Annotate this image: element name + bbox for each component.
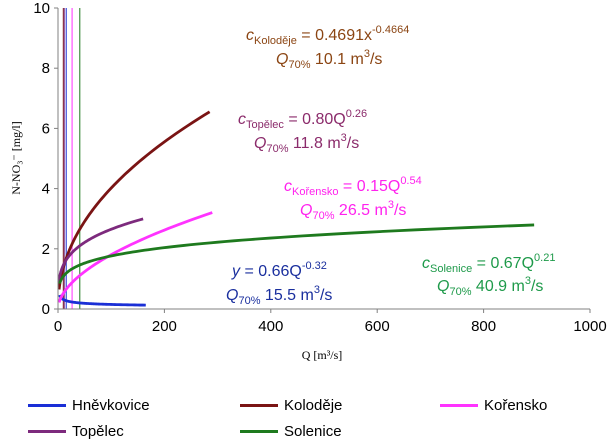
axes [57, 8, 590, 310]
annotation-solenice-equation: cSolenice = 0.67Q0.21 [422, 252, 555, 275]
legend-item-2: Kořensko [440, 395, 547, 415]
y-tick-label-3: 6 [42, 120, 50, 137]
tick-labels: 0 200 400 600 800 1000 0 2 4 6 8 10 [33, 0, 606, 335]
x-tick-label-4: 800 [471, 318, 496, 335]
legend-item-0: Hněvkovice [28, 395, 150, 415]
y-tick-label-0: 0 [42, 301, 50, 318]
legend-swatch-0 [28, 403, 66, 407]
legend-label-0: Hněvkovice [72, 396, 150, 414]
y-axis-title: N-NO₃⁻ [mg/l] [9, 121, 23, 195]
x-tick-label-0: 0 [54, 318, 62, 335]
annotation-kolodeje-q70: Q70% 10.1 m3/s [276, 48, 382, 71]
annotation-hnevkovice-equation: y = 0.66Q-0.32 [231, 260, 327, 280]
x-axis-title: Q [m³/s] [302, 348, 343, 362]
legend: Hněvkovice Koloděje Kořensko Topělec Solenic… [0, 388, 613, 442]
legend-swatch-4 [240, 429, 278, 433]
legend-label-4: Solenice [284, 422, 342, 440]
series-line-3 [57, 217, 144, 283]
series-curves [57, 110, 535, 307]
y-tick-label-5: 10 [33, 0, 50, 17]
nitrate-discharge-chart: 0 200 400 600 800 1000 0 2 4 6 8 10 cKoloděje = 0.4… [9, 0, 607, 362]
annotation-topelec-q70: Q70% 11.8 m3/s [254, 132, 359, 155]
legend-item-3: Topělec [28, 421, 124, 441]
legend-item-4: Solenice [240, 421, 342, 441]
annotation-kolodeje-equation: cKoloděje = 0.4691x-0.4664 [246, 24, 409, 47]
x-tick-label-3: 600 [365, 318, 390, 335]
annotation-topelec-equation: cTopělec = 0.80Q0.26 [238, 108, 367, 131]
x-tick-label-5: 1000 [573, 318, 606, 335]
y-tick-label-2: 4 [42, 181, 50, 198]
legend-swatch-3 [28, 429, 66, 433]
y-tick-label-1: 2 [42, 241, 50, 258]
y-tick-label-4: 8 [42, 60, 50, 77]
x-tick-label-1: 200 [152, 318, 177, 335]
annotation-korensko-equation: cKořensko = 0.15Q0.54 [284, 175, 422, 198]
series-line-4 [58, 223, 535, 284]
legend-label-2: Kořensko [484, 396, 548, 414]
legend-label-1: Koloděje [284, 396, 343, 414]
series-line-2 [57, 211, 213, 303]
legend-label-3: Topělec [72, 422, 124, 440]
legend-swatch-1 [240, 403, 278, 407]
x-tick-label-2: 400 [258, 318, 283, 335]
legend-item-1: Koloděje [240, 395, 342, 415]
annotation-hnevkovice-q70: Q70% 15.5 m3/s [226, 284, 332, 307]
annotation-korensko-q70: Q70% 26.5 m3/s [300, 199, 406, 222]
annotation-solenice-q70: Q70% 40.9 m3/s [437, 275, 543, 298]
legend-swatch-2 [440, 403, 478, 407]
